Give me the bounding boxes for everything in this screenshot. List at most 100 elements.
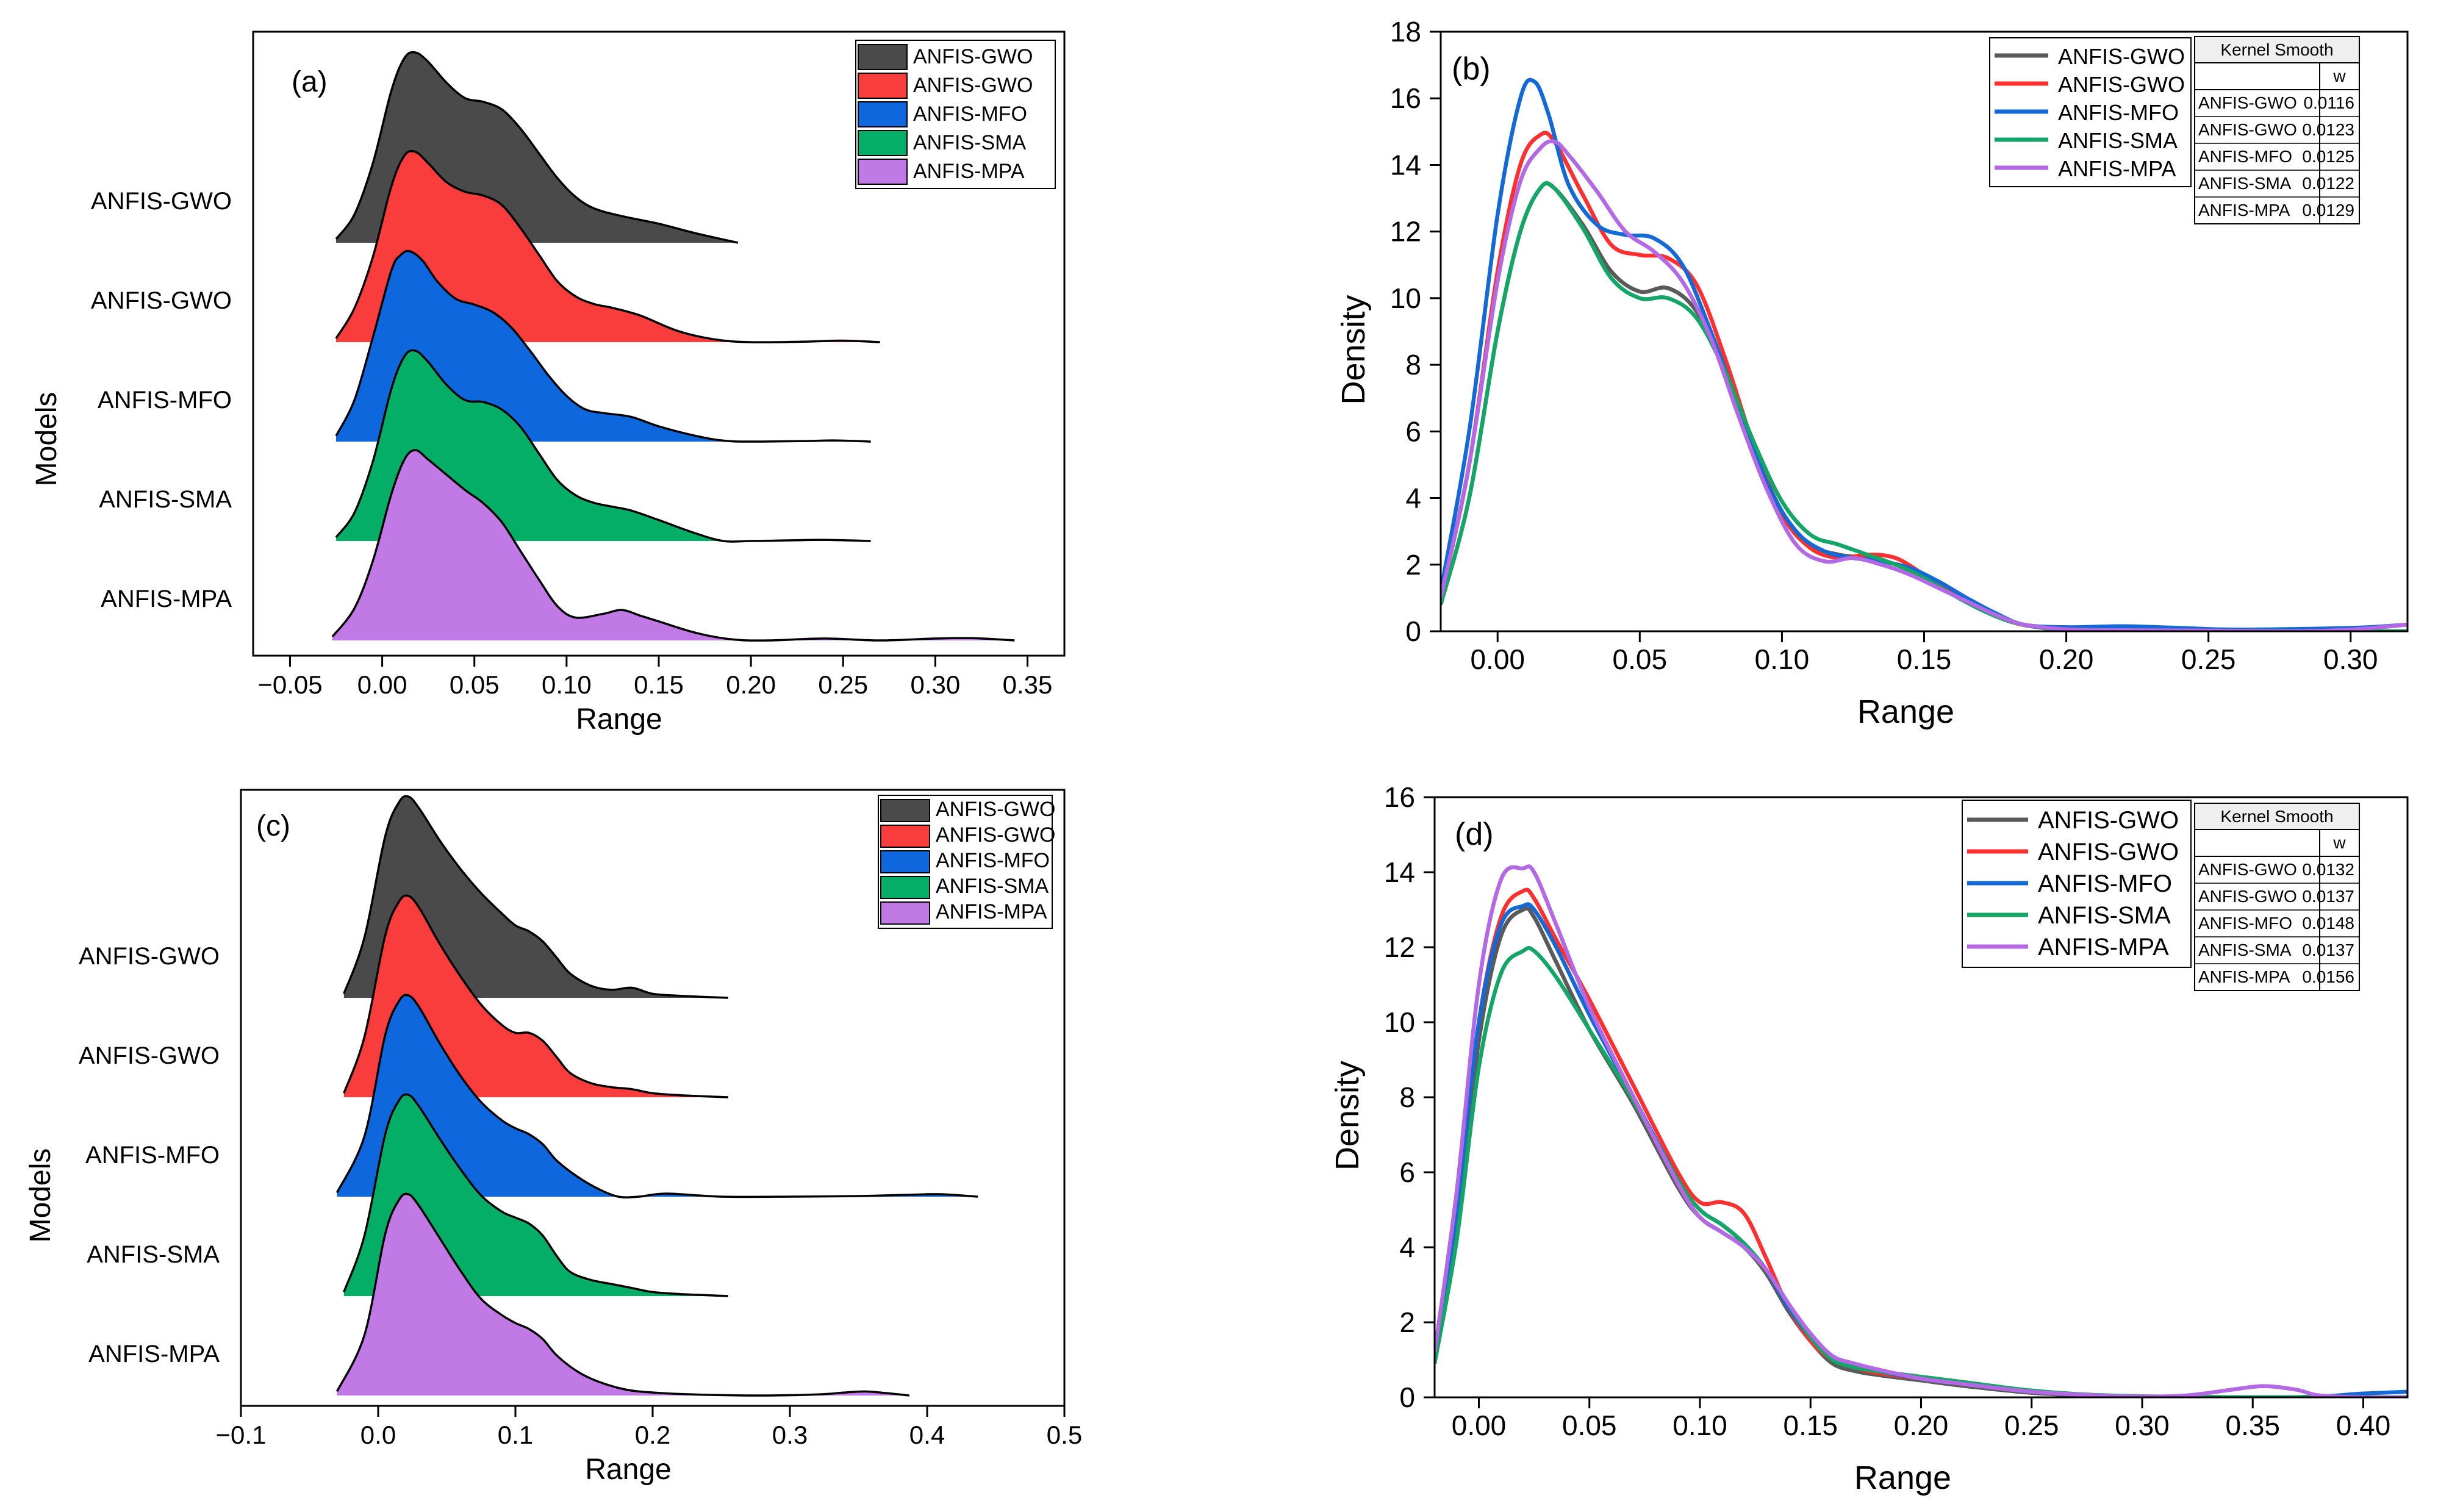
x-tick-label: 0.25 — [818, 670, 868, 699]
x-tick-label: 0.15 — [1783, 1410, 1838, 1441]
table-title: Kernel Smooth — [2220, 807, 2333, 826]
x-tick-label: 0.15 — [634, 670, 684, 699]
x-axis-title: Range — [1854, 1460, 1951, 1496]
x-tick-label: 0.00 — [1470, 643, 1525, 675]
panel-label: (a) — [292, 66, 328, 98]
y-category-label: ANFIS-MPA — [88, 1341, 220, 1367]
y-category-label: ANFIS-GWO — [91, 188, 232, 215]
legend-label: ANFIS-GWO — [2058, 44, 2185, 69]
ridge-outline-2 — [335, 149, 880, 343]
legend-label: ANFIS-GWO — [913, 45, 1033, 68]
ridge-outline-4 — [343, 1093, 728, 1297]
x-tick-label: 0.05 — [450, 670, 500, 699]
y-tick-label: 16 — [1384, 781, 1415, 813]
ridge-outline-3 — [335, 249, 871, 443]
x-tick-label: 0.25 — [2004, 1410, 2059, 1441]
table-value-cell: 0.0137 — [2302, 887, 2354, 906]
x-tick-label: 0.5 — [1047, 1421, 1082, 1449]
legend: ANFIS-GWOANFIS-GWOANFIS-MFOANFIS-SMAANFI… — [878, 795, 1055, 929]
y-tick-label: 2 — [1399, 1306, 1415, 1338]
x-tick-label: 0.15 — [1897, 643, 1952, 675]
x-tick-label: −0.05 — [257, 670, 322, 699]
panel-label: (b) — [1452, 51, 1491, 87]
table-model-cell: ANFIS-GWO — [2198, 93, 2297, 112]
legend-swatch — [880, 825, 930, 848]
legend-label: ANFIS-MPA — [2058, 156, 2176, 181]
y-tick-label: 8 — [1399, 1081, 1415, 1113]
legend-label: ANFIS-GWO — [936, 823, 1055, 847]
ridge-outline-4 — [335, 349, 871, 543]
table-column-header: w — [2332, 66, 2346, 85]
ridge-outline-5 — [335, 1192, 909, 1397]
table-frame — [2194, 36, 2360, 224]
panel-d: 0.00 0.05 0.10 0.15 0.20 0.25 0.30 0.35 0.40 0 2 4 6… — [1329, 781, 2409, 1496]
table-value-cell: 0.0148 — [2302, 914, 2354, 933]
legend-label: ANFIS-SMA — [936, 875, 1049, 898]
table-value-cell: 0.0123 — [2302, 120, 2354, 139]
y-axis-title: Density — [1329, 1061, 1366, 1170]
table-column-header: w — [2332, 833, 2346, 852]
table-frame — [2194, 803, 2360, 991]
ridge-area-2 — [336, 151, 880, 343]
y-axis-title: Models — [30, 392, 63, 487]
density-line-3 — [1441, 77, 2408, 631]
x-tick-label: 0.20 — [1894, 1410, 1949, 1441]
legend-label: ANFIS-GWO — [2058, 72, 2185, 97]
series-lines — [1435, 864, 2408, 1397]
ridge-outline-1 — [335, 51, 739, 244]
table-value-cell: 0.0156 — [2302, 967, 2354, 986]
x-tick-label: 0.35 — [1003, 670, 1053, 699]
density-line-5 — [1435, 864, 2408, 1397]
x-tick-label: 0.30 — [2323, 643, 2378, 675]
density-line-4 — [1435, 945, 2408, 1397]
y-category-label: ANFIS-SMA — [87, 1241, 220, 1268]
legend-label: ANFIS-GWO — [2038, 807, 2179, 834]
ridge-outline-3 — [335, 994, 978, 1198]
y-tick-label: 14 — [1384, 856, 1415, 888]
ridge-area-5 — [332, 450, 1015, 641]
x-tick-label: 0.35 — [2225, 1410, 2280, 1441]
legend-label: ANFIS-MPA — [936, 900, 1047, 923]
y-tick-label: 10 — [1390, 282, 1421, 314]
y-tick-label: 14 — [1390, 149, 1421, 181]
y-tick-label: 18 — [1390, 16, 1421, 48]
x-tick-label: 0.25 — [2181, 643, 2236, 675]
x-tick-label: 0.10 — [542, 670, 592, 699]
y-tick-label: 6 — [1399, 1156, 1415, 1188]
y-axis-title: Models — [24, 1148, 57, 1243]
kernel-smooth-table: Kernel Smooth w ANFIS-GWO 0.0116 ANFIS-GWO 0.… — [2194, 36, 2360, 224]
panel-label: (c) — [256, 810, 290, 842]
panel-a: ANFIS-GWO ANFIS-GWO ANFIS-MFO ANFIS-SMA ANFI… — [30, 30, 1066, 736]
y-category-label: ANFIS-MPA — [101, 586, 232, 612]
legend-label: ANFIS-GWO — [936, 798, 1055, 821]
y-axis-title: Density — [1335, 295, 1372, 404]
x-tick-label: 0.05 — [1613, 643, 1668, 675]
y-tick-label: 6 — [1405, 415, 1421, 447]
series-lines — [1441, 77, 2408, 631]
y-category-label: ANFIS-GWO — [91, 287, 232, 314]
legend-swatch — [858, 44, 908, 70]
table-value-cell: 0.0132 — [2302, 860, 2354, 879]
ridge-area-3 — [337, 995, 978, 1198]
legend: ANFIS-GWOANFIS-GWOANFIS-MFOANFIS-SMAANFI… — [1989, 37, 2192, 187]
x-axis-title: Range — [576, 703, 662, 736]
table-model-cell: ANFIS-MPA — [2198, 967, 2290, 986]
legend-swatch — [880, 876, 930, 899]
x-tick-label: 0.00 — [1452, 1410, 1507, 1441]
legend-label: ANFIS-MFO — [2038, 870, 2172, 897]
legend-label: ANFIS-SMA — [2058, 128, 2178, 153]
x-tick-label: 0.40 — [2336, 1410, 2391, 1441]
table-value-cell: 0.0129 — [2302, 201, 2354, 220]
legend-swatch — [858, 101, 908, 127]
table-value-cell: 0.0116 — [2303, 93, 2354, 112]
legend-swatch — [880, 850, 930, 873]
legend-label: ANFIS-SMA — [2038, 902, 2171, 929]
y-category-label: ANFIS-MFO — [98, 387, 232, 414]
table-model-cell: ANFIS-SMA — [2198, 941, 2292, 959]
legend-label: ANFIS-MPA — [2038, 934, 2169, 961]
legend: ANFIS-GWOANFIS-GWOANFIS-MFOANFIS-SMAANFI… — [855, 40, 1056, 189]
x-tick-label: 0.30 — [2115, 1410, 2170, 1441]
x-tick-label: 0.30 — [911, 670, 961, 699]
table-model-cell: ANFIS-GWO — [2198, 860, 2297, 879]
